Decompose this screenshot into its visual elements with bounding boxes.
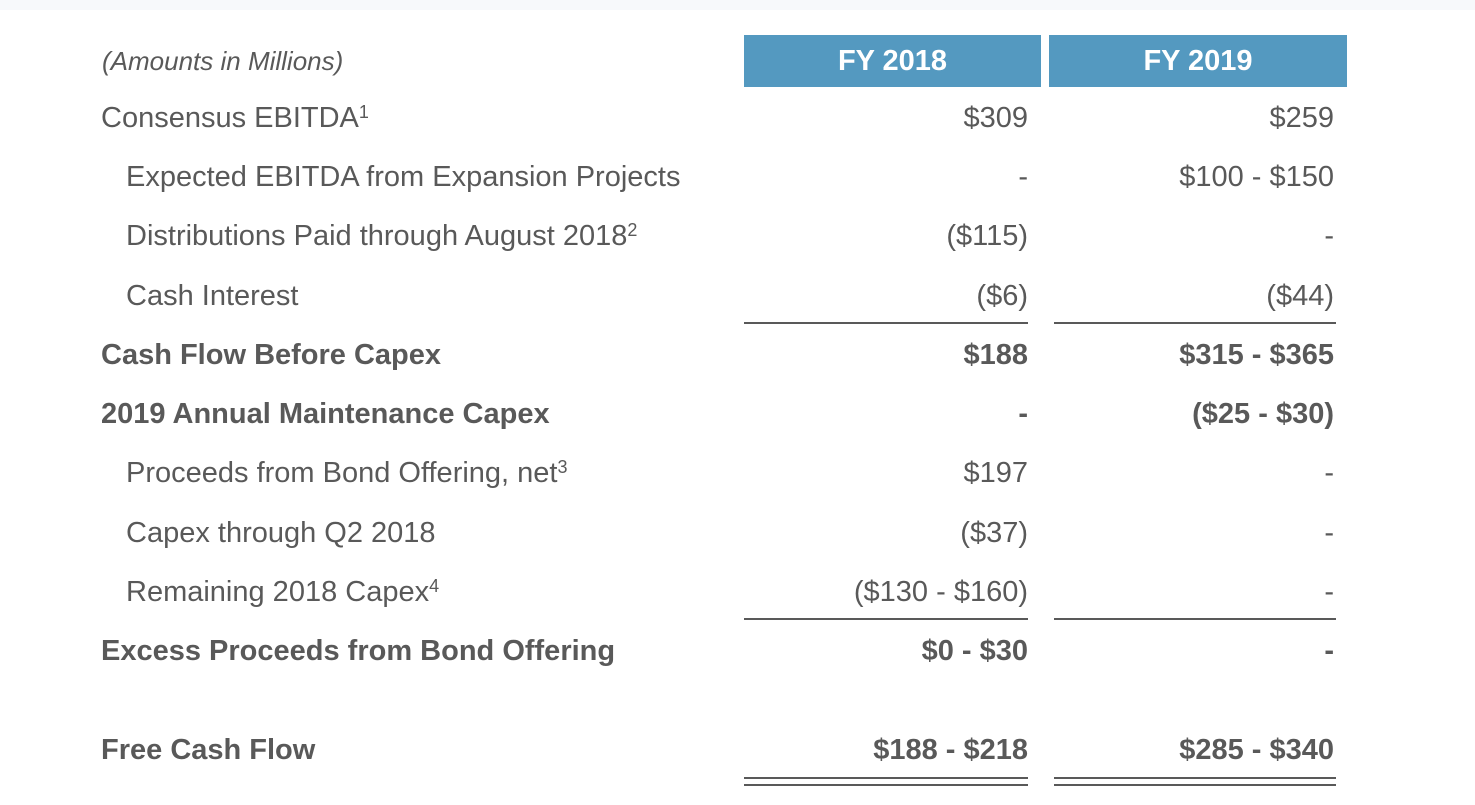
subtotal-rule — [1054, 322, 1336, 324]
table-row: Cash Interest ($6) ($44) — [0, 276, 1475, 316]
table-row: Consensus EBITDA1 $309 $259 — [0, 98, 1475, 138]
row-label: Remaining 2018 Capex4 — [126, 576, 440, 608]
fy2018-value: ($130 - $160) — [853, 576, 1028, 608]
table-row: Cash Flow Before Capex $188 $315 - $365 — [0, 335, 1475, 375]
total-double-rule-top — [1054, 777, 1336, 779]
fy2018-value: $197 — [963, 457, 1028, 489]
total-double-rule-top — [744, 777, 1028, 779]
top-strip — [0, 0, 1475, 10]
row-label: Distributions Paid through August 20182 — [126, 220, 638, 252]
footnote-marker: 3 — [557, 457, 568, 478]
fy2018-value: ($115) — [946, 220, 1028, 252]
footnote-marker: 1 — [358, 102, 369, 123]
fy2019-value: ($25 - $30) — [1192, 398, 1334, 430]
table-row: Free Cash Flow $188 - $218 $285 - $340 — [0, 730, 1475, 770]
fy2019-value: - — [1324, 576, 1334, 608]
table-row: Excess Proceeds from Bond Offering $0 - … — [0, 631, 1475, 671]
fy2018-value: - — [1018, 161, 1028, 193]
footnote-marker: 4 — [429, 576, 440, 597]
table-row: Proceeds from Bond Offering, net3 $197 - — [0, 453, 1475, 493]
column-header-fy2018: FY 2018 — [744, 35, 1041, 87]
subtotal-rule — [744, 618, 1028, 620]
subtotal-rule — [744, 322, 1028, 324]
fy2019-value: $315 - $365 — [1179, 339, 1334, 371]
row-label: Free Cash Flow — [101, 734, 316, 766]
fy2019-value: - — [1324, 635, 1334, 667]
column-header-fy2019: FY 2019 — [1049, 35, 1347, 87]
fy2018-value: $188 — [963, 339, 1028, 371]
table-row: Expected EBITDA from Expansion Projects … — [0, 157, 1475, 197]
table-row: Capex through Q2 2018 ($37) - — [0, 513, 1475, 553]
fy2018-value: ($6) — [976, 280, 1028, 312]
table-row: Remaining 2018 Capex4 ($130 - $160) - — [0, 572, 1475, 612]
row-label: Expected EBITDA from Expansion Projects — [126, 161, 681, 193]
fy2019-value: - — [1324, 457, 1334, 489]
total-double-rule-bottom — [744, 784, 1028, 786]
row-label: Consensus EBITDA1 — [101, 102, 369, 134]
fy2018-value: ($37) — [960, 517, 1028, 549]
units-label: (Amounts in Millions) — [102, 46, 344, 76]
fy2019-value: ($44) — [1266, 280, 1334, 312]
footnote-marker: 2 — [627, 220, 638, 241]
fy2019-value: $259 — [1269, 102, 1334, 134]
fy2019-value: $100 - $150 — [1179, 161, 1334, 193]
fy2018-value: $188 - $218 — [873, 734, 1028, 766]
row-label: Capex through Q2 2018 — [126, 517, 436, 549]
fy2019-value: $285 - $340 — [1179, 734, 1334, 766]
fy2019-value: - — [1324, 220, 1334, 252]
row-label: Excess Proceeds from Bond Offering — [101, 635, 616, 667]
row-label: Cash Interest — [126, 280, 299, 312]
total-double-rule-bottom — [1054, 784, 1336, 786]
fy2019-value: - — [1324, 517, 1334, 549]
row-label: Proceeds from Bond Offering, net3 — [126, 457, 568, 489]
subtotal-rule — [1054, 618, 1336, 620]
row-label: Cash Flow Before Capex — [101, 339, 442, 371]
table-row: Distributions Paid through August 20182 … — [0, 216, 1475, 256]
fy2018-value: - — [1018, 398, 1028, 430]
fy2018-value: $309 — [963, 102, 1028, 134]
fy2018-value: $0 - $30 — [921, 635, 1028, 667]
table-row: 2019 Annual Maintenance Capex - ($25 - $… — [0, 394, 1475, 434]
row-label: 2019 Annual Maintenance Capex — [101, 398, 550, 430]
